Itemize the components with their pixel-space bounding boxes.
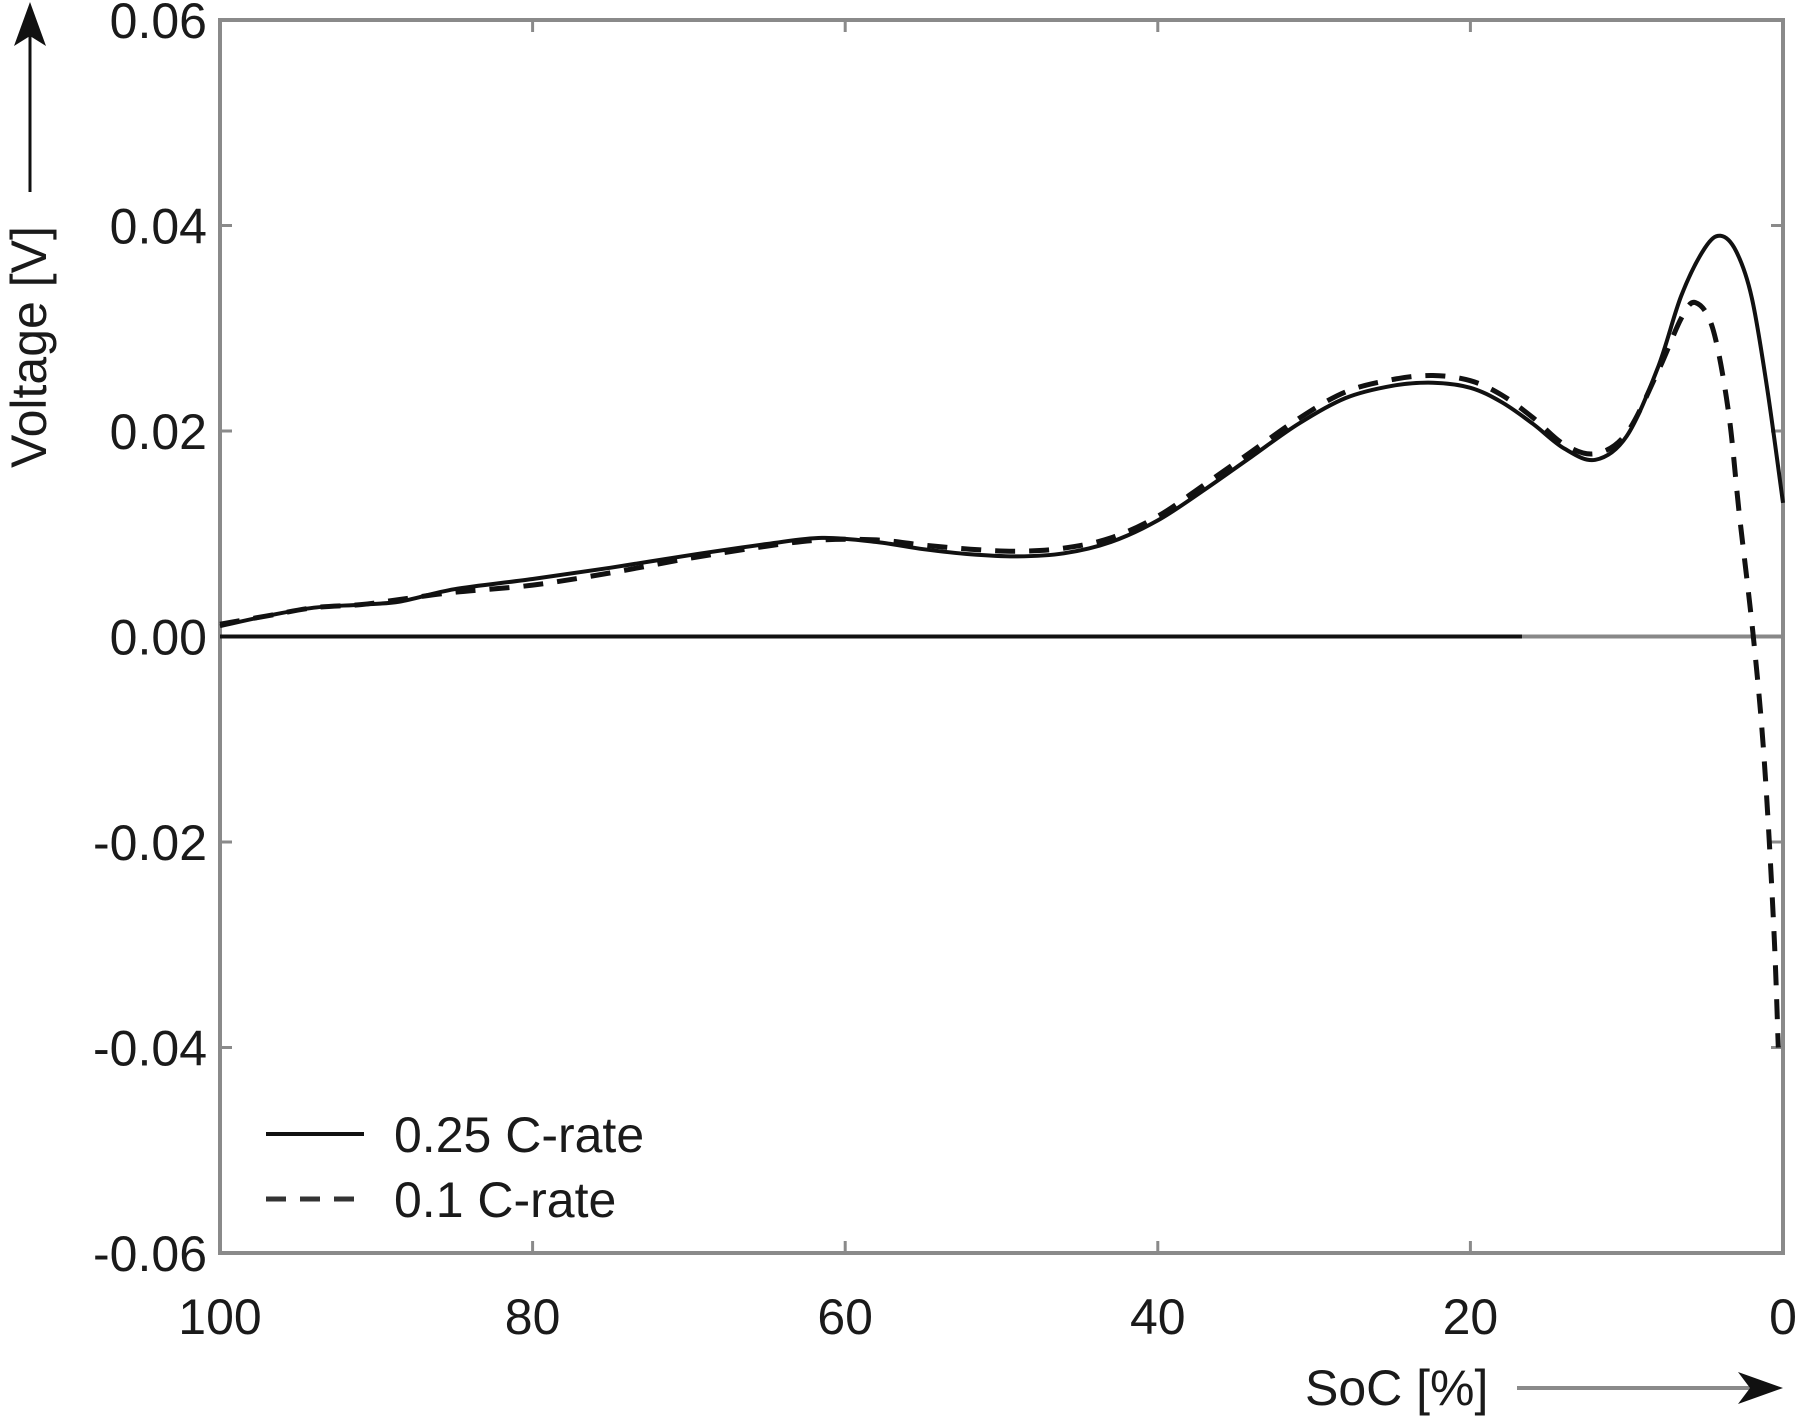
x-axis-title: SoC [%] xyxy=(1305,1360,1488,1416)
y-tick-label: -0.02 xyxy=(93,815,207,871)
x-tick-label: 0 xyxy=(1769,1289,1797,1345)
x-tick-label: 20 xyxy=(1443,1289,1499,1345)
series-0.25-c-rate xyxy=(219,233,1785,629)
x-tick-label: 40 xyxy=(1130,1289,1186,1345)
x-axis-ticks: 100 80 60 40 20 0 xyxy=(178,20,1797,1345)
y-tick-label: -0.06 xyxy=(93,1226,207,1282)
legend-label-0.1-c-rate: 0.1 C-rate xyxy=(394,1172,616,1228)
y-tick-label: 0.00 xyxy=(110,610,207,666)
legend-label-0.25-c-rate: 0.25 C-rate xyxy=(394,1107,644,1163)
x-axis-arrow-icon xyxy=(1738,1372,1783,1404)
series-0.1-c-rate xyxy=(219,299,1781,1048)
y-tick-label: 0.04 xyxy=(110,199,207,255)
x-tick-label: 80 xyxy=(505,1289,561,1345)
y-tick-label: -0.04 xyxy=(93,1021,207,1077)
legend: 0.25 C-rate 0.1 C-rate xyxy=(266,1107,644,1228)
y-axis-title: Voltage [V] xyxy=(1,226,57,468)
series-layer xyxy=(219,233,1785,1048)
y-tick-label: 0.06 xyxy=(110,0,207,49)
y-axis-ticks: 0.06 0.04 0.02 0.00 -0.02 -0.04 -0.06 xyxy=(93,0,1783,1282)
x-tick-label: 100 xyxy=(178,1289,261,1345)
x-tick-label: 60 xyxy=(817,1289,873,1345)
y-axis-arrow-icon xyxy=(14,2,46,46)
y-tick-label: 0.02 xyxy=(110,404,207,460)
